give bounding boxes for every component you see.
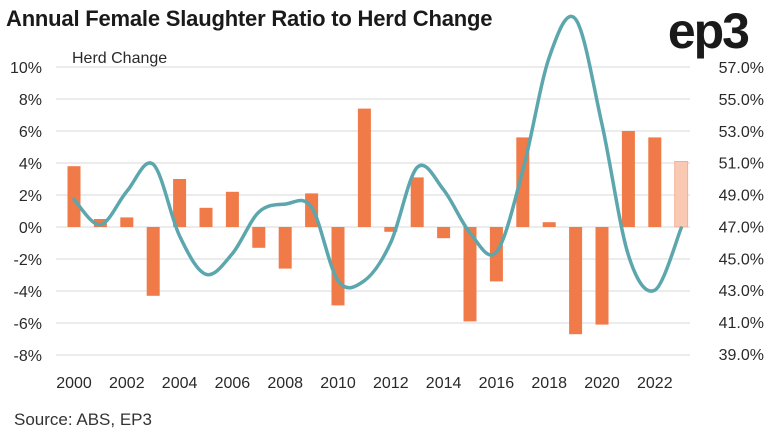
y-right-tick: 41.0% [719,315,764,332]
y-left-tick: 0% [19,220,42,237]
x-tick: 2018 [531,375,567,392]
bar-2021 [621,131,635,227]
bar-2023 [674,160,689,228]
bar-2004 [173,179,187,227]
y-right-tick: 39.0% [719,347,764,364]
y-left-tick: 6% [19,124,42,141]
y-left-tick: -2% [14,252,42,269]
right-axis-ticks: 57.0% 55.0% 53.0% 51.0% 49.0% 47.0% 45.0% 43.0%… [719,60,764,364]
bar-2000 [67,166,81,227]
bar-2019 [569,227,583,335]
source-note: Source: ABS, EP3 [14,410,152,429]
bar-2002 [120,217,134,227]
y-left-tick: 4% [19,156,42,173]
bar-2008 [278,227,292,269]
y-right-tick: 51.0% [719,156,764,173]
chart-title: Annual Female Slaughter Ratio to Herd Ch… [6,6,493,31]
x-axis-ticks: 2000 2002 2004 2006 2008 2010 2012 2014 2016 2018… [56,375,672,392]
bar-2005 [199,207,213,227]
x-tick: 2010 [320,375,356,392]
bar-2011 [357,108,371,227]
y-right-tick: 55.0% [719,92,764,109]
bar-2007 [252,227,266,248]
y-right-tick: 49.0% [719,188,764,205]
y-left-tick: -4% [14,284,42,301]
left-axis-ticks: 10% 8% 6% 4% 2% 0% -2% -4% -6% -8% [10,60,42,365]
y-right-tick: 45.0% [719,251,764,268]
x-tick: 2002 [109,375,145,392]
y-right-tick: 43.0% [719,283,764,300]
bar-2022 [648,137,662,227]
brand-logo: ep3 [667,3,750,59]
bar-2013 [410,177,424,227]
bar-2020 [595,227,609,325]
herd-change-bars [67,108,689,335]
y-right-tick: 57.0% [719,60,764,77]
x-tick: 2014 [426,375,462,392]
bar-2006 [225,191,239,227]
y-right-tick: 47.0% [719,219,764,236]
y-left-tick: 10% [10,60,42,77]
bar-2014 [437,227,451,239]
x-tick: 2004 [162,375,198,392]
grid-lines [56,66,690,356]
bar-2015 [463,227,477,322]
bar-2018 [542,222,556,227]
y-left-tick: -8% [14,348,42,365]
x-tick: 2012 [373,375,409,392]
bar-2001 [93,219,107,227]
x-tick: 2000 [56,375,92,392]
series-label-herd-change: Herd Change [72,50,167,67]
x-tick: 2008 [267,375,303,392]
y-left-tick: 2% [19,188,42,205]
y-right-tick: 53.0% [719,124,764,141]
y-left-tick: -6% [14,316,42,333]
bar-2003 [146,227,160,296]
x-tick: 2022 [637,375,673,392]
y-left-tick: 8% [19,92,42,109]
bar-2012 [384,227,398,232]
x-tick: 2020 [584,375,620,392]
ratio-line [72,14,683,293]
x-tick: 2006 [215,375,251,392]
x-tick: 2016 [479,375,515,392]
